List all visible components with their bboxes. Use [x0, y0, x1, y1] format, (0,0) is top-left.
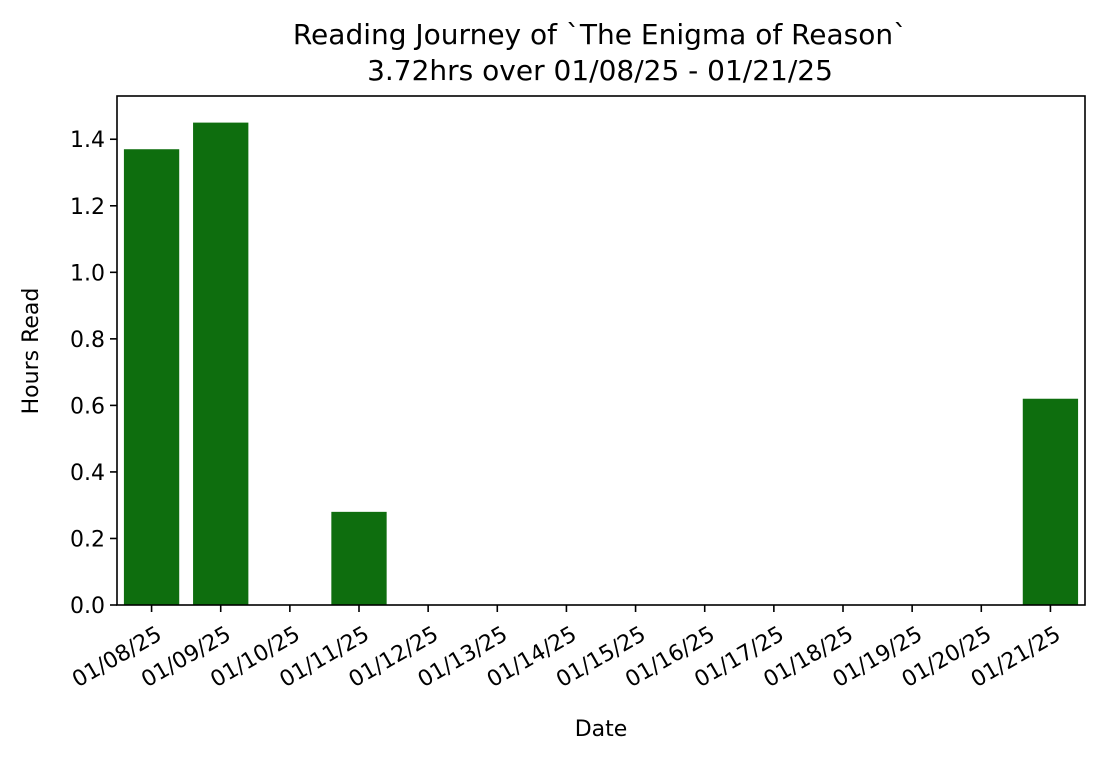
y-tick-label: 0.4: [70, 461, 105, 486]
y-tick-label: 0.8: [70, 328, 105, 353]
bar-01-08-25: [123, 149, 180, 606]
y-tick-label: 0.0: [70, 594, 105, 619]
y-tick-label: 1.2: [70, 195, 105, 220]
x-axis-label: Date: [575, 717, 628, 742]
y-axis-label: Hours Read: [19, 288, 44, 415]
plot-area-frame: [116, 95, 1086, 606]
chart-subtitle: 3.72hrs over 01/08/25 - 01/21/25: [367, 54, 833, 87]
y-tick-label: 0.6: [70, 394, 105, 419]
bar-01-09-25: [193, 122, 249, 606]
bar-01-21-25: [1022, 398, 1079, 605]
bar-01-11-25: [331, 511, 387, 605]
chart-title: Reading Journey of `The Enigma of Reason…: [293, 18, 907, 51]
y-tick-label: 0.2: [70, 527, 105, 552]
y-axis-ticks: 0.0 0.2 0.4 0.6 0.8 1.0 1.2 1.4: [70, 128, 117, 619]
y-tick-label: 1.4: [70, 128, 105, 153]
bars-group: [123, 122, 1079, 606]
y-tick-label: 1.0: [70, 261, 105, 286]
